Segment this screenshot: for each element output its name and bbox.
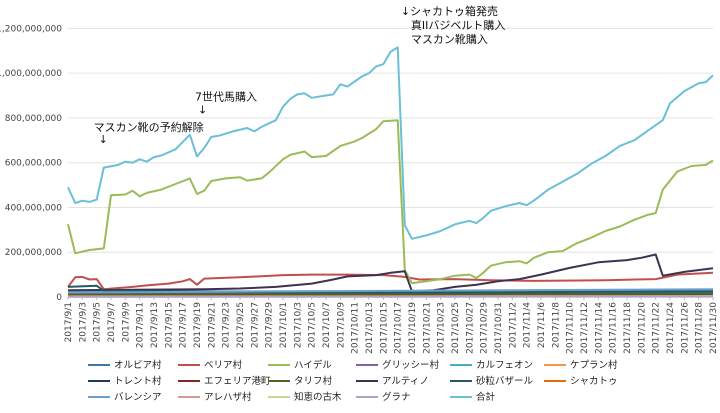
annotations: マスカン靴の予約解除↓7世代馬購入↓↓シャカトゥ箱発売真IIバジベルト購入マスカ… (94, 4, 506, 146)
annotation-text: ↓シャカトゥ箱発売 (401, 4, 498, 18)
legend-label: オルビア村 (114, 359, 162, 371)
annotation-text: マスカン靴の予約解除 (94, 120, 204, 134)
x-tick-label: 2017/10/17 (394, 302, 404, 354)
x-tick-label: 2017/11/14 (594, 302, 604, 354)
y-tick-label: 600,000,000 (5, 159, 63, 169)
x-tick-label: 2017/9/17 (179, 302, 189, 348)
x-tick-label: 2017/10/13 (365, 302, 375, 354)
y-tick-label: 1,000,000,000 (0, 69, 62, 79)
legend-label: エフェリア港町 (204, 375, 271, 387)
x-tick-label: 2017/10/31 (494, 302, 504, 354)
x-tick-label: 2017/9/29 (265, 302, 275, 348)
legend-label: ハイデル (294, 359, 332, 371)
x-tick-label: 2017/9/19 (193, 302, 203, 348)
grid-lines (68, 27, 713, 298)
x-tick-label: 2017/9/1 (64, 302, 74, 342)
x-tick-label: 2017/11/28 (695, 302, 705, 354)
legend-label: バレンシア (114, 392, 162, 403)
x-tick-label: 2017/9/11 (136, 302, 146, 348)
series-line (67, 46, 714, 240)
x-tick-label: 2017/11/24 (666, 302, 676, 354)
x-tick-label: 2017/11/2 (508, 302, 518, 348)
annotation-text: 7世代馬購入 (195, 89, 257, 103)
series-line (67, 288, 714, 294)
x-tick-label: 2017/11/26 (680, 302, 690, 354)
x-tick-label: 2017/10/23 (437, 302, 447, 354)
annotation-arrow: ↓ (99, 133, 108, 146)
x-tick-label: 2017/11/20 (637, 302, 647, 354)
y-tick-label: 0 (56, 293, 62, 303)
legend-label: 合計 (476, 391, 496, 403)
x-tick-label: 2017/11/22 (652, 302, 662, 354)
y-tick-label: 400,000,000 (5, 203, 63, 213)
x-tick-label: 2017/11/30 (709, 302, 719, 354)
x-tick-label: 2017/11/16 (609, 302, 619, 354)
legend-label: トレント村 (114, 375, 162, 387)
x-tick-label: 2017/9/3 (78, 302, 88, 342)
legend-label: ベリア村 (204, 359, 243, 371)
legend-label: 知恵の古木 (294, 391, 342, 403)
annotation-text: 真IIバジベルト購入 (411, 18, 506, 32)
legend-label: カルフェオン (476, 360, 533, 371)
x-tick-label: 2017/9/25 (236, 302, 246, 348)
x-tick-label: 2017/9/13 (150, 302, 160, 348)
series-lines (67, 46, 714, 298)
annotation-arrow: ↓ (198, 103, 207, 116)
x-tick-label: 2017/9/15 (164, 302, 174, 348)
x-tick-label: 2017/11/6 (537, 302, 547, 348)
x-tick-label: 2017/9/23 (222, 302, 232, 348)
x-tick-label: 2017/10/5 (308, 302, 318, 348)
legend-label: アルティノ (382, 376, 429, 387)
x-tick-label: 2017/11/18 (623, 302, 633, 354)
x-tick-label: 2017/10/21 (422, 302, 432, 354)
legend-label: グラナ (382, 391, 411, 403)
x-tick-label: 2017/9/21 (207, 302, 217, 348)
legend-label: アレハザ村 (204, 391, 252, 403)
x-tick-label: 2017/9/27 (250, 302, 260, 348)
x-tick-label: 2017/10/1 (279, 302, 289, 348)
x-axis: 2017/9/1 2017/9/3 2017/9/5 2017/9/7 2017/9/9… (64, 297, 719, 354)
x-tick-label: 2017/10/25 (451, 302, 461, 354)
y-tick-label: 200,000,000 (5, 248, 63, 258)
y-tick-label: 1,200,000,000 (0, 24, 62, 34)
series-line (67, 253, 714, 293)
legend-label: タリフ村 (294, 375, 333, 387)
y-axis: 0 200,000,000 400,000,000 600,000,000 800,00… (0, 24, 62, 303)
x-tick-label: 2017/10/19 (408, 302, 418, 354)
y-tick-label: 800,000,000 (5, 114, 63, 124)
x-tick-label: 2017/11/10 (566, 302, 576, 354)
x-tick-label: 2017/11/12 (580, 302, 590, 354)
x-tick-label: 2017/10/3 (293, 302, 303, 348)
x-tick-label: 2017/10/27 (465, 302, 475, 354)
x-tick-label: 2017/10/11 (351, 302, 361, 354)
x-tick-label: 2017/9/9 (121, 302, 131, 343)
legend-label: グリッシー村 (382, 359, 440, 371)
x-tick-label: 2017/10/29 (480, 302, 490, 354)
x-tick-label: 2017/10/9 (336, 302, 346, 348)
x-tick-label: 2017/9/7 (107, 302, 117, 342)
legend-label: ケプラン村 (570, 359, 618, 371)
x-tick-label: 2017/10/15 (379, 302, 389, 354)
legend-label: 砂粒バザール (476, 375, 534, 387)
series-line (67, 119, 714, 285)
annotation-text: マスカン靴購入 (411, 32, 488, 46)
legend-label: シャカトゥ (570, 376, 618, 387)
series-line (67, 271, 714, 291)
x-tick-label: 2017/10/7 (322, 302, 332, 348)
x-tick-label: 2017/11/4 (523, 302, 533, 348)
x-tick-label: 2017/9/5 (93, 302, 103, 342)
x-tick-label: 2017/11/8 (551, 302, 561, 348)
